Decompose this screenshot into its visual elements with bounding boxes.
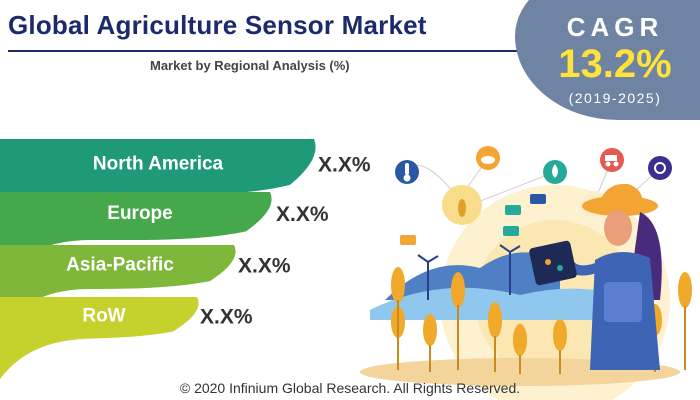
bar-europe bbox=[0, 192, 272, 280]
category-label: North America bbox=[93, 154, 224, 175]
wheat-icon bbox=[442, 185, 482, 225]
farmer-figure bbox=[563, 183, 662, 370]
tablet-icon bbox=[529, 240, 577, 286]
thermometer-icon bbox=[395, 160, 419, 184]
value-label: X.X% bbox=[200, 306, 253, 329]
wind-turbine-icon bbox=[417, 244, 521, 300]
hill-front bbox=[370, 287, 640, 320]
cloud-icon bbox=[476, 146, 500, 170]
chart-title: Global Agriculture Sensor Market bbox=[8, 10, 427, 40]
message-cards bbox=[400, 194, 546, 245]
bar-asia-pacific bbox=[0, 245, 236, 329]
value-label: X.X% bbox=[238, 254, 291, 277]
category-label: Europe bbox=[107, 203, 172, 224]
cagr-label: CAGR bbox=[566, 12, 664, 42]
footer-copyright: © 2020 Infinium Global Research. All Rig… bbox=[179, 380, 521, 396]
bar-row bbox=[0, 297, 199, 379]
satellite-icon bbox=[648, 156, 672, 180]
water-drop-icon bbox=[543, 160, 567, 184]
cagr-value: 13.2% bbox=[558, 42, 672, 86]
value-label: X.X% bbox=[318, 154, 371, 177]
category-label: Asia-Pacific bbox=[66, 254, 174, 275]
tractor-icon bbox=[600, 148, 624, 172]
category-label: RoW bbox=[82, 306, 125, 327]
chart-subtitle: Market by Regional Analysis (%) bbox=[150, 58, 350, 73]
title-divider bbox=[8, 50, 528, 52]
cagr-period: (2019-2025) bbox=[568, 90, 662, 106]
value-label: X.X% bbox=[276, 203, 329, 226]
bar-north-america bbox=[0, 139, 316, 235]
